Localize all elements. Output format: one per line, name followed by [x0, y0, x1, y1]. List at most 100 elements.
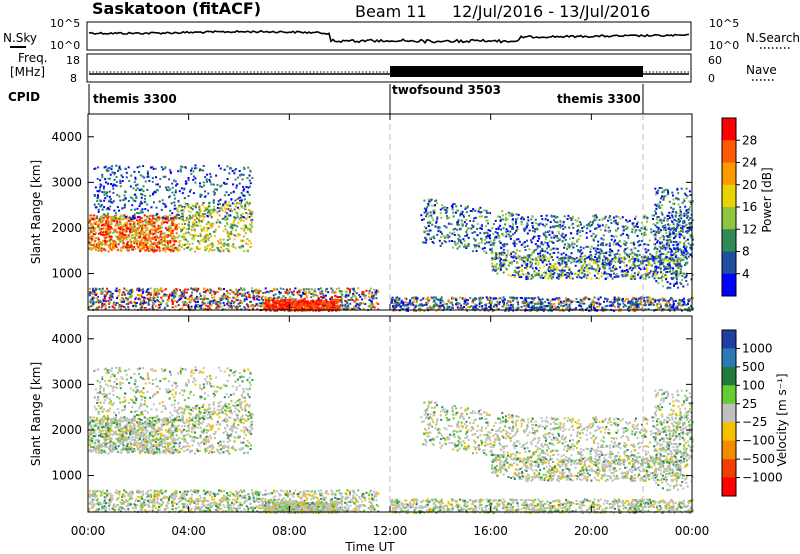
echo-cell	[97, 190, 100, 193]
echo-cell	[434, 302, 437, 305]
echo-cell	[284, 291, 287, 294]
echo-cell	[190, 294, 193, 297]
echo-cell	[169, 230, 172, 233]
echo-cell	[499, 219, 502, 222]
echo-cell	[588, 298, 590, 301]
echo-cell	[370, 304, 373, 307]
echo-cell	[445, 235, 448, 238]
echo-cell	[163, 215, 166, 218]
echo-cell	[304, 309, 307, 312]
echo-cell	[104, 197, 107, 200]
echo-cell	[521, 301, 524, 304]
echo-cell	[103, 199, 106, 202]
echo-cell	[111, 201, 114, 204]
echo-cell	[243, 216, 245, 219]
echo-cell	[550, 236, 553, 239]
echo-cell	[191, 215, 194, 218]
echo-cell	[314, 309, 317, 312]
echo-cell	[192, 175, 195, 178]
echo-cell	[595, 301, 598, 304]
echo-cell	[235, 184, 238, 187]
echo-cell	[141, 304, 144, 307]
echo-cell	[589, 306, 592, 309]
echo-cell	[233, 238, 236, 241]
echo-cell	[202, 201, 205, 204]
echo-cell	[141, 291, 144, 294]
echo-cell	[549, 306, 552, 309]
echo-cell	[251, 225, 254, 228]
echo-cell	[100, 204, 103, 206]
echo-cell	[557, 308, 559, 311]
echo-cell	[329, 298, 332, 301]
echo-cell	[204, 207, 207, 209]
echo-cell	[452, 211, 455, 214]
echo-cell	[241, 215, 244, 218]
echo-cell	[179, 168, 182, 171]
echo-cell	[123, 203, 126, 206]
echo-cell	[561, 235, 564, 238]
echo-cell	[456, 221, 458, 224]
echo-cell	[535, 222, 538, 225]
echo-cell	[511, 226, 514, 229]
echo-cell	[159, 240, 162, 243]
echo-cell	[159, 241, 162, 244]
echo-cell	[236, 198, 239, 200]
echo-cell	[545, 214, 548, 217]
echo-cell	[99, 186, 102, 189]
echo-cell	[168, 168, 171, 171]
echo-cell	[289, 307, 292, 310]
echo-cell	[439, 307, 442, 309]
echo-cell	[466, 302, 469, 305]
echo-cell	[115, 287, 118, 290]
echo-cell	[139, 241, 142, 244]
echo-cell	[110, 201, 113, 204]
echo-cell	[612, 301, 615, 304]
echo-cell	[138, 188, 141, 191]
echo-cell	[179, 289, 182, 291]
echo-cell	[125, 229, 127, 231]
echo-cell	[210, 226, 213, 229]
echo-cell	[162, 221, 165, 224]
echo-cell	[152, 247, 155, 249]
echo-cell	[184, 202, 187, 205]
echo-cell	[632, 301, 635, 304]
echo-cell	[139, 301, 142, 304]
echo-cell	[155, 231, 158, 234]
echo-cell	[491, 226, 494, 229]
echo-cell	[145, 219, 148, 222]
echo-cell	[502, 300, 505, 303]
echo-cell	[237, 302, 240, 305]
echo-cell	[113, 229, 116, 231]
echo-cell	[551, 230, 554, 233]
echo-cell	[171, 224, 174, 227]
echo-cell	[218, 249, 221, 252]
echo-cell	[171, 248, 174, 251]
echo-cell	[119, 181, 122, 183]
echo-cell	[448, 240, 451, 243]
echo-cell	[207, 221, 210, 224]
echo-cell	[478, 301, 481, 304]
freq-dense-block	[390, 66, 643, 77]
echo-cell	[226, 212, 228, 215]
echo-cell	[201, 298, 204, 301]
echo-cell	[639, 298, 642, 301]
echo-cell	[110, 226, 113, 229]
echo-cell	[629, 305, 631, 308]
echo-cell	[328, 303, 331, 306]
echo-cell	[204, 176, 207, 178]
echo-cell	[194, 164, 197, 167]
echo-cell	[658, 250, 661, 253]
echo-cell	[88, 305, 91, 308]
echo-cell	[281, 303, 284, 306]
echo-cell	[144, 297, 147, 299]
echo-cell	[316, 298, 319, 301]
echo-cell	[209, 248, 212, 251]
echo-cell	[415, 305, 418, 308]
echo-cell	[456, 301, 459, 304]
echo-cell	[247, 308, 250, 311]
echo-cell	[148, 308, 151, 311]
echo-cell	[465, 218, 468, 221]
echo-cell	[586, 297, 589, 300]
echo-cell	[294, 287, 297, 290]
echo-cell	[313, 290, 316, 293]
